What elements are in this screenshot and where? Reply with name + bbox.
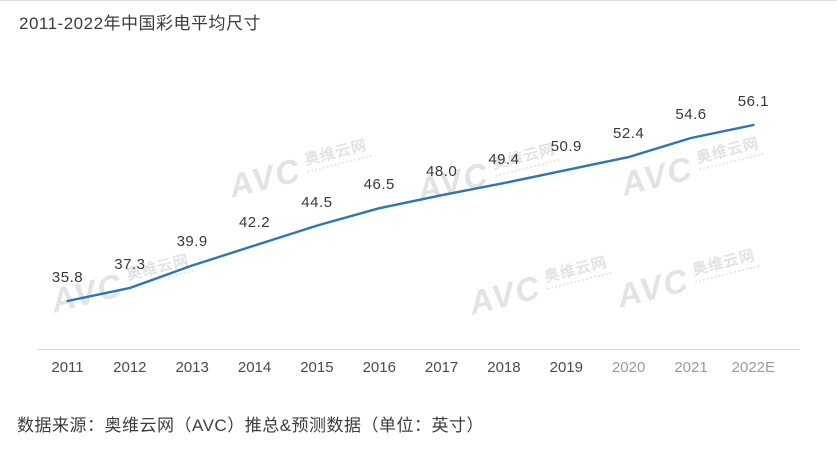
data-label: 44.5 bbox=[301, 193, 333, 211]
source-note: 数据来源：奥维云网（AVC）推总&预测数据（单位：英寸） bbox=[17, 416, 485, 435]
x-axis-label: 2014 bbox=[237, 359, 272, 376]
x-axis-label: 2021 bbox=[674, 359, 708, 376]
x-axis-label: 2016 bbox=[362, 359, 396, 376]
x-axis-label: 2012 bbox=[113, 359, 147, 376]
x-axis-label: 2011 bbox=[51, 359, 84, 376]
x-axis-label: 2019 bbox=[549, 359, 583, 376]
data-label: 35.8 bbox=[51, 269, 84, 286]
data-label: 39.9 bbox=[176, 233, 208, 251]
data-label: 54.6 bbox=[675, 106, 707, 123]
data-label: 48.0 bbox=[425, 163, 458, 181]
chart-title: 2011-2022年中国彩电平均尺寸 bbox=[19, 14, 262, 33]
data-label: 52.4 bbox=[613, 125, 645, 143]
x-axis-label: 2015 bbox=[300, 359, 334, 376]
data-label: 42.2 bbox=[238, 213, 271, 231]
x-axis-label: 2022E bbox=[731, 359, 776, 376]
x-axis-label: 2020 bbox=[611, 359, 646, 376]
x-axis-line bbox=[37, 349, 800, 350]
data-label: 37.3 bbox=[114, 255, 146, 273]
x-axis-label: 2013 bbox=[175, 359, 209, 376]
data-label: 46.5 bbox=[363, 176, 395, 194]
x-axis-label: 2018 bbox=[487, 359, 521, 376]
data-label: 49.4 bbox=[488, 151, 520, 169]
trend-line bbox=[66, 123, 755, 303]
data-label: 50.9 bbox=[550, 138, 582, 156]
data-label: 56.1 bbox=[737, 93, 769, 110]
x-axis-label: 2017 bbox=[424, 359, 459, 376]
